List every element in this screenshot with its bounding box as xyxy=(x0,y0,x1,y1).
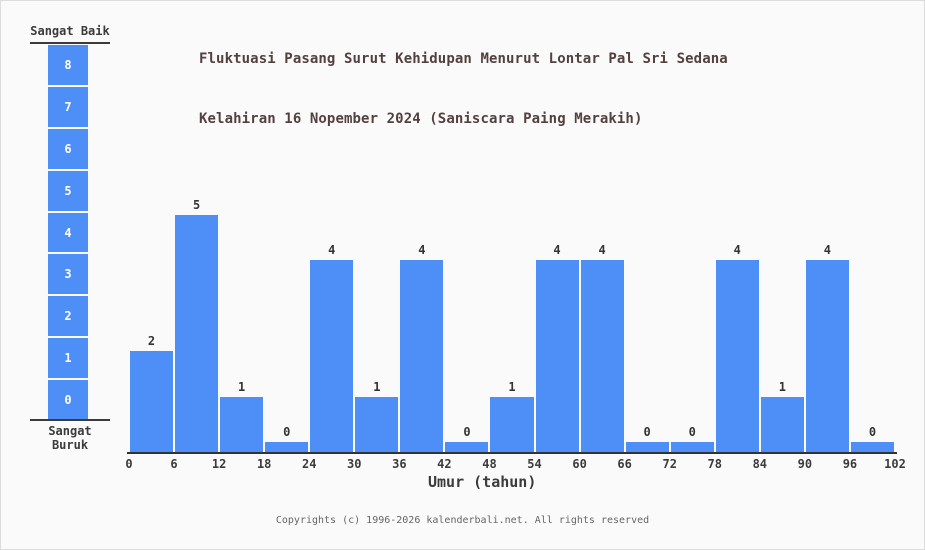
bar-rect xyxy=(445,442,489,452)
scale-level-4: 4 xyxy=(48,210,88,253)
x-tick-96: 96 xyxy=(842,457,858,471)
scale-bottom-rule xyxy=(30,419,110,421)
bar-value-label: 4 xyxy=(328,243,336,257)
x-tick-0: 0 xyxy=(125,457,133,471)
bar-value-label: 4 xyxy=(598,243,606,257)
scale-bottom-label: Sangat Buruk xyxy=(48,424,92,452)
bar-value-label: 4 xyxy=(553,243,561,257)
x-tick-72: 72 xyxy=(662,457,677,471)
copyright-footer: Copyrights (c) 1996-2026 kalenderbali.ne… xyxy=(275,515,650,526)
x-tick-90: 90 xyxy=(797,457,813,471)
bar-value-label: 1 xyxy=(778,379,786,394)
bar-rect xyxy=(625,442,669,452)
bar-18-24: 0 xyxy=(264,190,309,452)
x-tick-48: 48 xyxy=(482,457,497,471)
bar-96-102: 0 xyxy=(850,190,895,452)
x-tick-60: 60 xyxy=(572,457,587,471)
bar-24-30: 4 xyxy=(309,190,354,452)
bar-rect xyxy=(310,260,354,452)
x-tick-78: 78 xyxy=(707,457,722,471)
bar-value-label: 4 xyxy=(733,243,741,257)
bar-value-label: 1 xyxy=(238,379,246,394)
chart-title: Fluktuasi Pasang Surut Kehidupan Menurut… xyxy=(199,9,728,169)
bar-6-12: 5 xyxy=(174,190,219,452)
bar-54-60: 4 xyxy=(535,190,580,452)
x-tick-54: 54 xyxy=(527,457,542,471)
bar-value-label: 0 xyxy=(643,425,651,439)
x-tick-36: 36 xyxy=(392,457,407,471)
x-tick-30: 30 xyxy=(347,457,362,471)
bar-rect xyxy=(355,396,399,452)
bar-rect xyxy=(760,396,804,452)
x-tick-66: 66 xyxy=(617,457,632,471)
bar-rect xyxy=(715,260,759,452)
x-tick-12: 12 xyxy=(211,457,227,471)
bar-rect xyxy=(175,214,219,452)
x-tick-42: 42 xyxy=(437,457,452,471)
scale-top-label: Sangat Baik xyxy=(30,24,110,44)
bar-36-42: 4 xyxy=(399,190,444,452)
bar-rect xyxy=(130,351,174,452)
bar-72-78: 0 xyxy=(670,190,715,452)
bar-rect xyxy=(535,260,579,452)
x-tick-18: 18 xyxy=(256,457,272,471)
scale-level-2: 2 xyxy=(48,294,88,337)
bar-rect xyxy=(805,260,849,452)
bar-90-96: 4 xyxy=(805,190,850,452)
bar-value-label: 0 xyxy=(463,425,471,439)
bar-value-label: 5 xyxy=(192,197,201,212)
bar-12-18: 1 xyxy=(219,190,264,452)
bar-60-66: 4 xyxy=(580,190,625,452)
x-tick-6: 6 xyxy=(170,457,178,471)
scale-level-5: 5 xyxy=(48,168,88,211)
x-tick-102: 102 xyxy=(884,457,906,471)
x-tick-24: 24 xyxy=(302,457,317,471)
bar-rect xyxy=(265,442,309,452)
chart-title-line1: Fluktuasi Pasang Surut Kehidupan Menurut… xyxy=(199,51,728,67)
bar-value-label: 0 xyxy=(868,425,877,439)
chart-title-line2: Kelahiran 16 Nopember 2024 (Saniscara Pa… xyxy=(199,111,643,127)
bar-66-72: 0 xyxy=(625,190,670,452)
bar-value-label: 4 xyxy=(418,243,426,257)
bar-84-90: 1 xyxy=(760,190,805,452)
scale-level-6: 6 xyxy=(48,126,88,169)
bar-value-label: 4 xyxy=(823,243,832,257)
bar-chart: 2 5 1 0 4 1 4 0 1 4 4 0 0 4 1 4 0 xyxy=(129,190,895,452)
scale-level-8: 8 xyxy=(48,45,88,85)
x-tick-84: 84 xyxy=(752,457,768,471)
scale-level-7: 7 xyxy=(48,84,88,127)
bar-value-label: 1 xyxy=(508,379,516,394)
bar-rect xyxy=(850,442,894,452)
bar-rect xyxy=(220,396,264,452)
bar-48-54: 1 xyxy=(489,190,534,452)
scale-level-0: 0 xyxy=(48,378,88,421)
bar-value-label: 0 xyxy=(688,425,696,439)
bar-rect xyxy=(490,396,534,452)
bar-rect xyxy=(670,442,714,452)
x-axis-line xyxy=(127,452,897,454)
bar-value-label: 1 xyxy=(373,379,381,394)
bar-78-84: 4 xyxy=(715,190,760,452)
bar-value-label: 2 xyxy=(147,334,156,348)
scale-level-3: 3 xyxy=(48,252,88,295)
bar-value-label: 0 xyxy=(283,425,291,439)
bar-30-36: 1 xyxy=(354,190,399,452)
x-axis-label: Umur (tahun) xyxy=(428,473,537,491)
bar-0-6: 2 xyxy=(129,190,174,452)
bar-rect xyxy=(580,260,624,452)
bar-rect xyxy=(400,260,444,452)
scale-level-1: 1 xyxy=(48,336,88,379)
bar-42-48: 0 xyxy=(444,190,489,452)
